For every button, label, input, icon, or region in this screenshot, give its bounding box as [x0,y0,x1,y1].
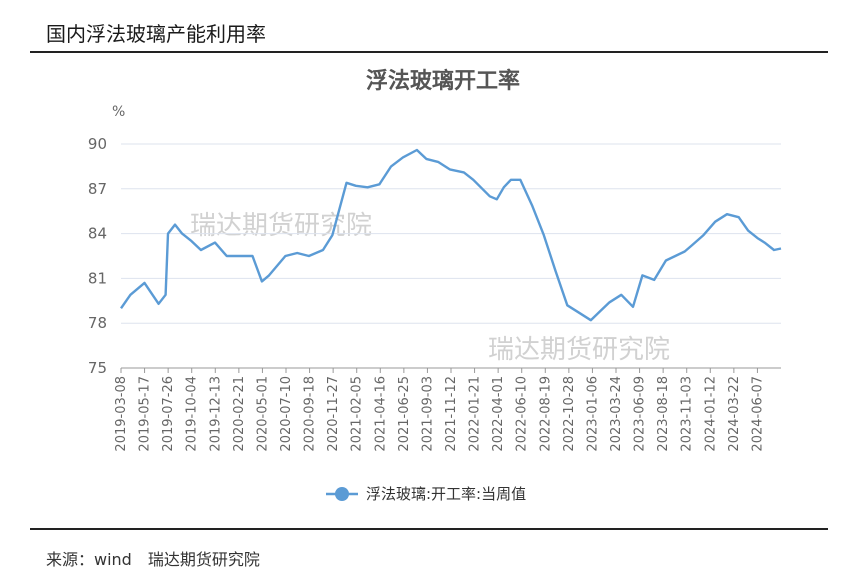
x-tick-label: 2024-01-12 [703,376,718,452]
top-divider [30,51,828,53]
y-tick-label: 84 [88,225,107,243]
x-tick-label: 2019-12-13 [208,376,223,452]
chart-title: 浮法玻璃开工率 [366,68,520,94]
y-tick-label: 87 [88,180,107,198]
x-tick-label: 2023-08-18 [656,376,671,452]
watermark: 瑞达期货研究院 [190,211,372,241]
y-tick-label: 90 [88,135,107,153]
x-tick-label: 2024-06-07 [750,376,765,452]
legend[interactable]: 浮法玻璃:开工率:当周值 [326,485,526,503]
x-tick-label: 2022-10-28 [562,376,577,452]
x-tick-label: 2019-07-26 [161,376,176,452]
x-tick-label: 2021-04-16 [373,376,388,452]
x-tick-label: 2020-09-18 [303,376,318,452]
x-tick-label: 2023-01-06 [585,376,600,452]
source-org: 瑞达期货研究院 [147,550,260,569]
x-tick-label: 2020-07-10 [279,376,294,452]
x-tick-label: 2019-10-04 [185,376,200,452]
x-tick-label: 2020-11-27 [326,376,341,452]
series-line [120,148,782,322]
page-title: 国内浮法玻璃产能利用率 [46,22,266,46]
legend-label: 浮法玻璃:开工率:当周值 [366,485,526,503]
x-tick-label: 2019-05-17 [138,376,153,452]
x-tick-label: 2021-06-25 [397,376,412,452]
y-axis-ticks: 75 78 81 84 87 90 [88,135,107,377]
source-note: 来源：wind 瑞达期货研究院 [46,546,260,570]
x-tick-label: 2022-08-19 [538,376,553,452]
x-tick-label: 2019-03-08 [114,376,129,452]
x-tick-label: 2021-11-12 [444,376,459,452]
source-label: 来源：wind [46,550,132,569]
x-tick-label: 2023-03-24 [609,376,624,452]
grid-lines [121,143,781,369]
x-tick-label: 2020-02-21 [232,376,247,452]
x-tick-label: 2023-06-09 [633,376,648,452]
x-tick-label: 2021-02-05 [350,376,365,452]
x-tick-label: 2022-01-21 [468,376,483,452]
x-tick-label: 2024-03-22 [727,376,742,452]
bottom-divider [30,528,828,530]
x-tick-label: 2022-06-10 [515,376,530,452]
watermark: 瑞达期货研究院 [488,335,670,365]
y-axis-unit: % [112,104,125,120]
y-tick-label: 78 [88,314,107,332]
y-tick-label: 81 [88,269,107,287]
chart: 浮法玻璃开工率 % 瑞达期货研究院 瑞达期货研究院 75 78 81 84 87 90 2… [88,68,782,503]
x-tick-label: 2021-09-03 [420,376,435,452]
x-tick-label: 2022-04-01 [491,376,506,452]
legend-marker-icon [335,487,349,501]
y-tick-label: 75 [88,359,107,377]
x-axis-ticks: 2019-03-08 2019-05-17 2019-07-26 2019-10-04… [114,368,765,452]
x-tick-label: 2020-05-01 [255,376,270,452]
x-tick-label: 2023-11-03 [680,376,695,452]
